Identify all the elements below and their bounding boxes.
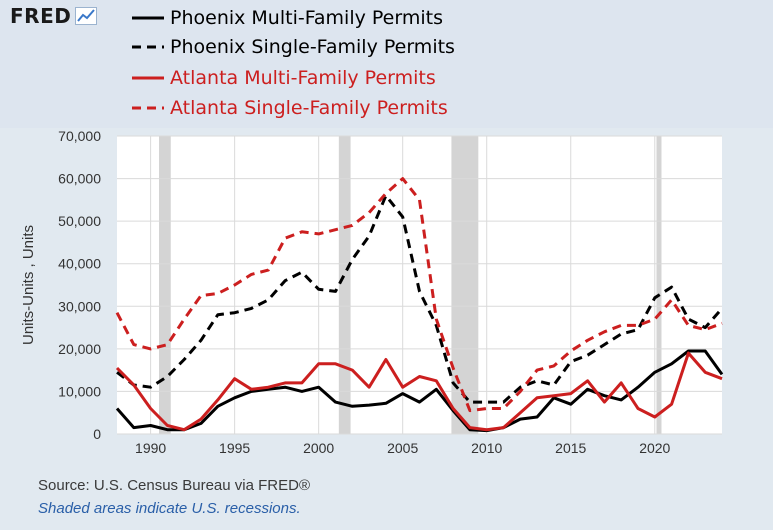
source-note: Source: U.S. Census Bureau via FRED® bbox=[38, 477, 310, 494]
x-tick-label: 2010 bbox=[471, 440, 502, 456]
legend-swatch-solid-red bbox=[132, 76, 164, 80]
legend-panel: FRED Phoenix Multi-Family Permits Phoeni… bbox=[0, 0, 773, 128]
y-tick-label: 0 bbox=[93, 426, 101, 442]
y-tick-label: 30,000 bbox=[58, 298, 101, 314]
y-tick-label: 50,000 bbox=[58, 213, 101, 229]
legend-item-phoenix-single: Phoenix Single-Family Permits bbox=[130, 32, 455, 62]
legend-swatch-solid-black bbox=[132, 16, 164, 20]
y-tick-label: 40,000 bbox=[58, 256, 101, 272]
legend-item-phoenix-multi: Phoenix Multi-Family Permits bbox=[130, 3, 443, 33]
recession-band bbox=[338, 136, 351, 434]
fred-logo-text: FRED bbox=[10, 4, 72, 28]
series-line-0 bbox=[115, 349, 724, 433]
recession-note: Shaded areas indicate U.S. recessions. bbox=[38, 500, 301, 517]
chart: 0 10,000 20,000 30,000 40,000 50,000 60,000 70,… bbox=[20, 128, 724, 456]
x-tick-label: 1995 bbox=[219, 440, 250, 456]
x-tick-label: 1990 bbox=[135, 440, 166, 456]
y-tick-label: 10,000 bbox=[58, 383, 101, 399]
legend-item-atlanta-single: Atlanta Single-Family Permits bbox=[130, 93, 448, 123]
x-tick-label: 2000 bbox=[303, 440, 334, 456]
recession-band bbox=[451, 136, 479, 434]
recession-band bbox=[159, 136, 171, 434]
legend-label: Phoenix Multi-Family Permits bbox=[170, 7, 443, 29]
series-line-1 bbox=[116, 194, 724, 404]
legend-item-atlanta-multi: Atlanta Multi-Family Permits bbox=[130, 63, 436, 93]
x-tick-label: 2005 bbox=[387, 440, 418, 456]
y-tick-label: 20,000 bbox=[58, 341, 101, 357]
legend-label: Phoenix Single-Family Permits bbox=[170, 36, 455, 58]
series-line-2 bbox=[115, 351, 723, 432]
y-tick-label: 60,000 bbox=[58, 171, 101, 187]
legend-swatch-dashed-red bbox=[132, 106, 164, 110]
y-axis-label: Units-Units , Units bbox=[20, 225, 37, 345]
x-tick-label: 2015 bbox=[555, 440, 586, 456]
line-chart-icon bbox=[75, 7, 98, 25]
fred-logo: FRED bbox=[10, 4, 98, 28]
legend-label: Atlanta Multi-Family Permits bbox=[170, 67, 436, 89]
recession-band bbox=[656, 136, 662, 434]
x-tick-label: 2020 bbox=[639, 440, 670, 456]
legend-swatch-dashed-black bbox=[132, 45, 164, 49]
y-tick-label: 70,000 bbox=[58, 128, 101, 144]
legend-label: Atlanta Single-Family Permits bbox=[170, 97, 448, 119]
